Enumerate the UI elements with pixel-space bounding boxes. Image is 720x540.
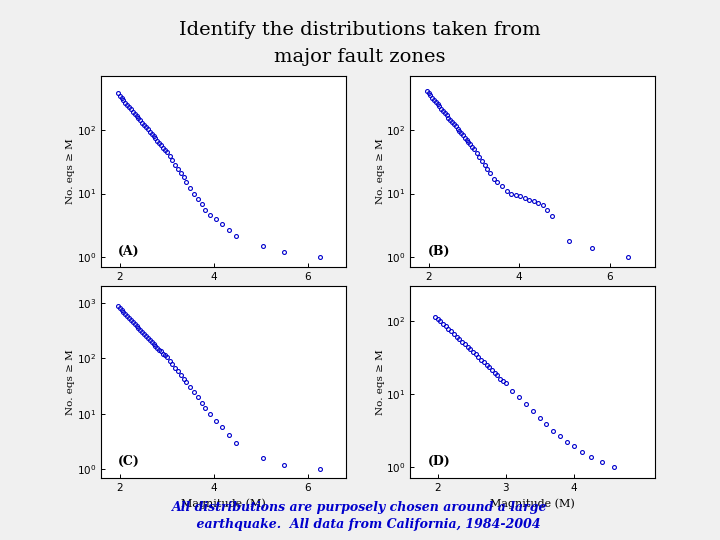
Text: earthquake.  All data from California, 1984-2004: earthquake. All data from California, 19…	[179, 518, 541, 531]
X-axis label: Magnitude (M): Magnitude (M)	[490, 288, 575, 298]
Text: (B): (B)	[428, 245, 450, 258]
Text: All distributions are purposely chosen around a large: All distributions are purposely chosen a…	[172, 501, 548, 514]
Text: major fault zones: major fault zones	[274, 48, 446, 66]
Y-axis label: No. eqs ≥ M: No. eqs ≥ M	[376, 139, 384, 204]
Y-axis label: No. eqs ≥ M: No. eqs ≥ M	[66, 139, 75, 204]
X-axis label: Magnitude (M): Magnitude (M)	[181, 498, 266, 509]
Text: (C): (C)	[118, 455, 140, 468]
X-axis label: Magnitude (M): Magnitude (M)	[181, 288, 266, 298]
X-axis label: Magnitude (M): Magnitude (M)	[490, 498, 575, 509]
Text: (D): (D)	[428, 455, 450, 468]
Text: Identify the distributions taken from: Identify the distributions taken from	[179, 21, 541, 39]
Y-axis label: No. eqs ≥ M: No. eqs ≥ M	[66, 349, 75, 415]
Text: (A): (A)	[118, 245, 140, 258]
Y-axis label: No. eqs ≥ M: No. eqs ≥ M	[376, 349, 384, 415]
